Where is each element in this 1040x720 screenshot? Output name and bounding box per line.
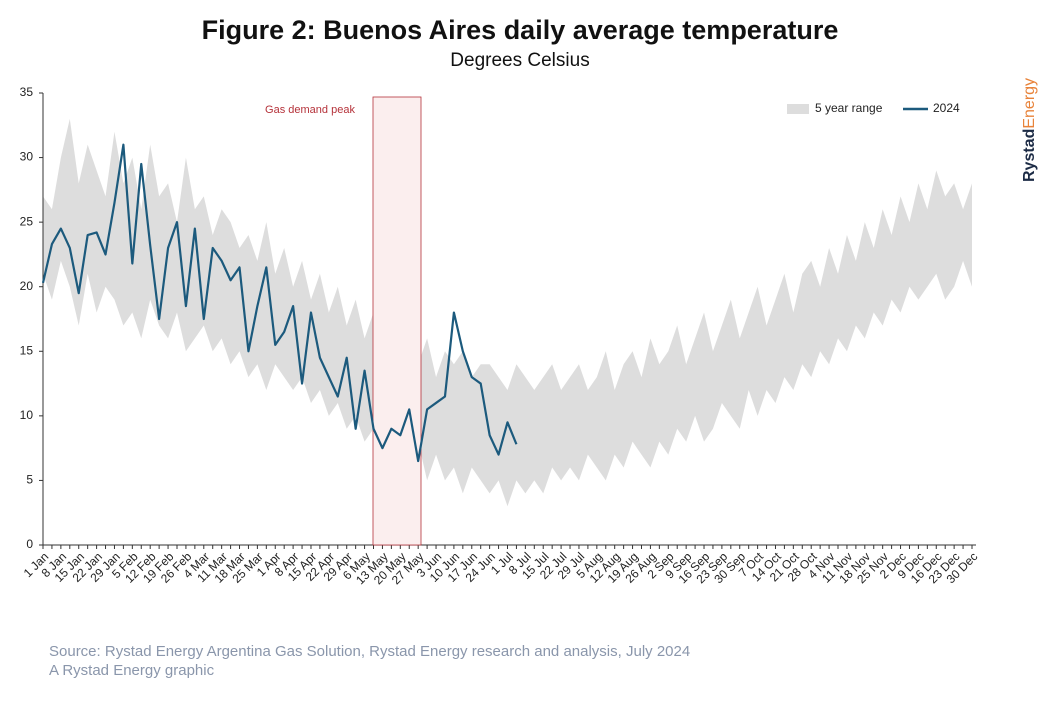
y-tick-label: 15 xyxy=(20,343,34,357)
plot-area xyxy=(39,92,976,549)
y-tick-label: 35 xyxy=(20,85,34,99)
credit: A Rystad Energy graphic xyxy=(49,662,215,679)
highlight-region xyxy=(372,96,422,546)
logo: RystadEnergy xyxy=(1021,78,1038,182)
y-tick-label: 5 xyxy=(26,473,33,487)
legend-label: 2024 xyxy=(933,101,960,115)
chart-subtitle: Degrees Celsius xyxy=(450,50,589,71)
y-tick-label: 20 xyxy=(20,279,34,293)
logo-part: Energy xyxy=(1021,78,1038,129)
y-tick-label: 0 xyxy=(26,537,33,551)
range-band xyxy=(43,118,972,507)
annotation: Gas demand peak xyxy=(265,104,355,116)
legend-label: 5 year range xyxy=(815,101,883,115)
y-tick-label: 10 xyxy=(20,408,34,422)
line-2024 xyxy=(41,143,518,463)
legend-swatch xyxy=(787,104,809,114)
y-tick-label: 25 xyxy=(20,214,34,228)
chart-title: Figure 2: Buenos Aires daily average tem… xyxy=(202,15,839,45)
logo-part: Rystad xyxy=(1021,129,1038,182)
y-tick-label: 30 xyxy=(20,150,34,164)
source: Source: Rystad Energy Argentina Gas Solu… xyxy=(49,643,690,660)
